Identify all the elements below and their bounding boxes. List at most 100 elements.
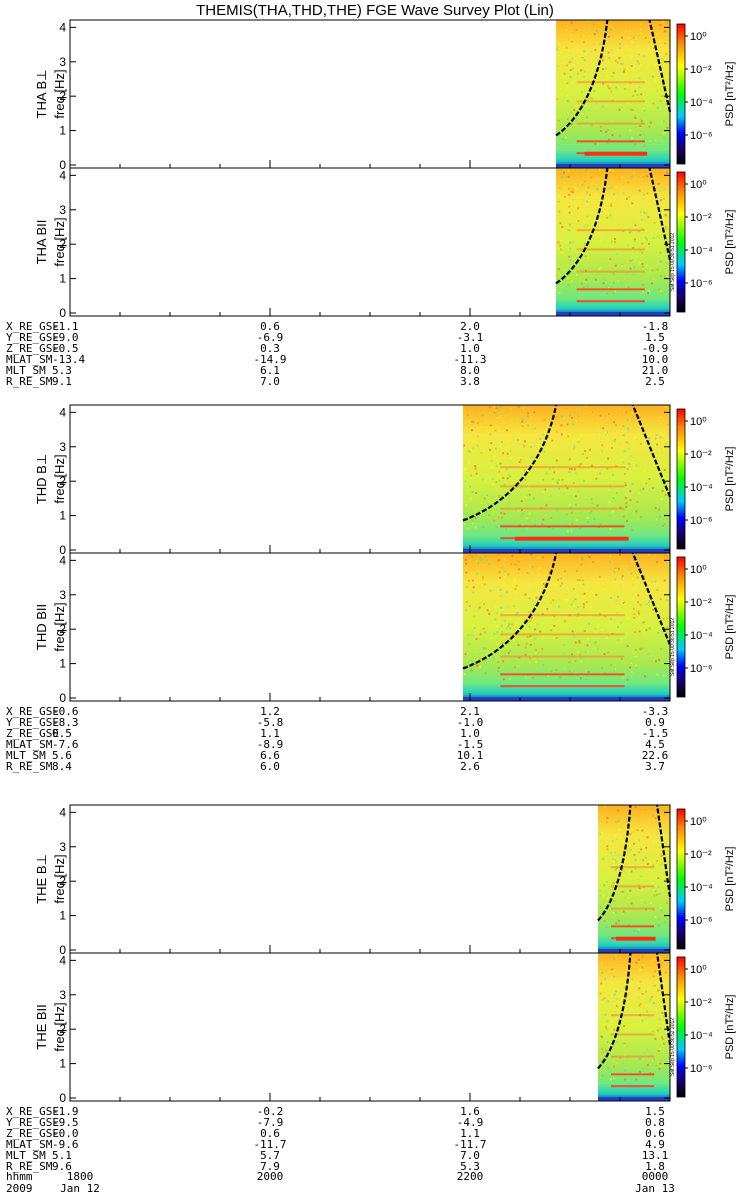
- speckle-cell: [644, 675, 647, 678]
- speckle-cell: [467, 579, 470, 582]
- speckle-cell: [623, 849, 626, 852]
- speckle-cell: [581, 91, 584, 94]
- speckle-cell: [648, 41, 651, 44]
- speckle-cell: [647, 242, 650, 245]
- panel-name: THE BII: [34, 1004, 49, 1050]
- speckle-cell: [606, 430, 609, 433]
- speckle-cell: [607, 634, 610, 637]
- ephemeris-value: 1.0: [460, 727, 480, 740]
- speckle-cell: [607, 1044, 610, 1047]
- speckle-cell: [557, 578, 560, 581]
- speckle-cell: [621, 890, 624, 893]
- speckle-cell: [624, 1078, 627, 1081]
- speckle-cell: [489, 412, 492, 415]
- speckle-cell: [550, 670, 553, 673]
- speckle-cell: [509, 449, 512, 452]
- speckle-cell: [533, 502, 536, 505]
- speckle-cell: [612, 1065, 615, 1068]
- speckle-cell: [560, 577, 563, 580]
- speckle-cell: [567, 170, 570, 173]
- speckle-cell: [646, 836, 649, 839]
- speckle-cell: [646, 976, 649, 979]
- ephemeris-value: -1.1: [52, 320, 79, 333]
- speckle-cell: [638, 416, 641, 419]
- colorbar-tick-label: 10⁻⁴: [690, 482, 713, 494]
- speckle-cell: [661, 1012, 664, 1015]
- speckle-cell: [626, 678, 629, 681]
- speckle-cell: [515, 585, 518, 588]
- speckle-cell: [639, 211, 642, 214]
- speckle-cell: [573, 636, 576, 639]
- speckle-cell: [524, 653, 527, 656]
- speckle-cell: [621, 63, 624, 66]
- colorbar-tick-label: 10⁻⁶: [690, 663, 713, 675]
- speckle-cell: [595, 593, 598, 596]
- speckle-cell: [654, 79, 657, 82]
- speckle-cell: [662, 1015, 665, 1018]
- speckle-cell: [558, 42, 561, 45]
- speckle-cell: [648, 868, 651, 871]
- speckle-cell: [496, 508, 499, 511]
- speckle-cell: [469, 485, 472, 488]
- y-tick-label: 0: [59, 943, 66, 957]
- speckle-cell: [569, 589, 572, 592]
- speckle-cell: [508, 500, 511, 503]
- speckle-cell: [633, 238, 636, 241]
- speckle-cell: [657, 508, 660, 511]
- speckle-cell: [656, 588, 659, 591]
- speckle-cell: [659, 436, 662, 439]
- speckle-cell: [578, 464, 581, 467]
- speckle-cell: [632, 94, 635, 97]
- speckle-cell: [622, 461, 625, 464]
- speckle-cell: [585, 405, 588, 408]
- speckle-cell: [610, 26, 613, 29]
- speckle-cell: [493, 405, 496, 408]
- speckle-cell: [629, 889, 632, 892]
- speckle-cell: [472, 586, 475, 589]
- speckle-cell: [580, 282, 583, 285]
- speckle-cell: [602, 82, 605, 85]
- speckle-cell: [624, 484, 627, 487]
- low-frequency-floor: [556, 312, 670, 316]
- speckle-cell: [521, 407, 524, 410]
- speckle-cell: [663, 963, 666, 966]
- speckle-cell: [617, 1029, 620, 1032]
- speckle-cell: [530, 456, 533, 459]
- speckle-cell: [561, 138, 564, 141]
- speckle-cell: [590, 498, 593, 501]
- colorbar-tick-label: 10⁰: [690, 179, 707, 191]
- speckle-cell: [618, 108, 621, 111]
- speckle-cell: [575, 277, 578, 280]
- speckle-cell: [638, 77, 641, 80]
- speckle-cell: [482, 627, 485, 630]
- speckle-cell: [661, 1064, 664, 1067]
- speckle-cell: [638, 851, 641, 854]
- speckle-cell: [529, 643, 532, 646]
- speckle-cell: [587, 622, 590, 625]
- speckle-cell: [468, 604, 471, 607]
- speckle-cell: [615, 1062, 618, 1065]
- speckle-cell: [533, 411, 536, 414]
- speckle-cell: [570, 530, 573, 533]
- speckle-cell: [564, 168, 567, 171]
- speckle-cell: [500, 624, 503, 627]
- speckle-cell: [600, 1036, 603, 1039]
- speckle-cell: [654, 139, 657, 142]
- speckle-cell: [572, 420, 575, 423]
- speckle-cell: [623, 1025, 626, 1028]
- harmonic-band: [500, 633, 625, 636]
- speckle-cell: [583, 225, 586, 228]
- speckle-cell: [572, 669, 575, 672]
- speckle-cell: [626, 244, 629, 247]
- speckle-cell: [569, 494, 572, 497]
- speckle-cell: [643, 109, 646, 112]
- speckle-cell: [616, 1040, 619, 1043]
- speckle-cell: [505, 645, 508, 648]
- speckle-cell: [639, 250, 642, 253]
- speckle-cell: [625, 66, 628, 69]
- ephemeris-label: Z_RE_GSE: [6, 1127, 59, 1140]
- colorbar-tick-label: 10⁻⁴: [690, 245, 713, 257]
- speckle-cell: [658, 1067, 661, 1070]
- speckle-cell: [489, 651, 492, 654]
- speckle-cell: [580, 209, 583, 212]
